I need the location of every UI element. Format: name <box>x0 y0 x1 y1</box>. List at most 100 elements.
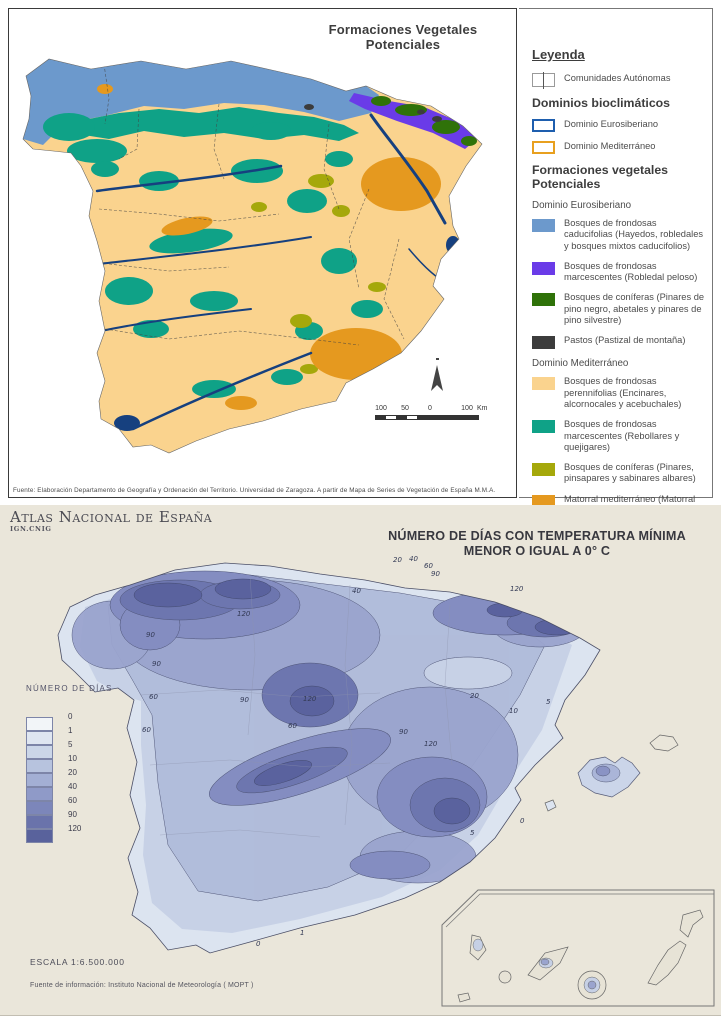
svg-text:0: 0 <box>428 405 432 412</box>
svg-text:120: 120 <box>303 695 317 703</box>
svg-text:90: 90 <box>399 728 408 736</box>
svg-text:Km: Km <box>477 405 488 412</box>
color-swatch <box>26 815 53 829</box>
svg-text:60: 60 <box>149 693 158 701</box>
svg-text:40: 40 <box>352 587 361 595</box>
ramp-step: 120 <box>26 824 113 843</box>
legend-subheading: Dominio Mediterráneo <box>532 358 629 370</box>
color-swatch <box>532 377 555 391</box>
svg-text:5: 5 <box>470 829 475 837</box>
frost-map-title: NÚMERO DE DÍAS CON TEMPERATURA MÍNIMA ME… <box>388 529 686 558</box>
admin-boundaries <box>98 63 405 346</box>
svg-text:90: 90 <box>146 631 155 639</box>
zone-marcescentes-euro <box>349 93 477 149</box>
legend-heading-formations: Formaciones vegetales Potenciales <box>532 163 669 191</box>
legend-title: NÚMERO DE DÍAS <box>26 684 113 693</box>
svg-text:0: 0 <box>256 940 261 948</box>
svg-text:0: 0 <box>520 817 525 825</box>
ramp-step: 0 <box>26 712 113 731</box>
spain-coastline <box>57 562 601 954</box>
legend-title: Leyenda <box>532 47 585 62</box>
legend-item-domain: Dominio Eurosiberiano <box>532 119 706 132</box>
scale-bar: 100 50 0 100 Km <box>375 405 488 420</box>
color-swatch <box>26 759 53 773</box>
color-swatch <box>532 463 555 477</box>
legend-item-admin: Comunidades Autónomas <box>532 72 706 89</box>
svg-text:90: 90 <box>431 570 440 578</box>
color-swatch <box>26 731 53 745</box>
legend-item-domain: Dominio Mediterráneo <box>532 141 706 154</box>
color-swatch <box>26 801 53 815</box>
admin-boundary-swatch <box>532 72 555 89</box>
legend-item: Pastos (Pastizal de montaña) <box>532 335 706 350</box>
domain-mediterraneo-swatch <box>532 141 555 154</box>
vegetation-map-frame: 100 50 0 100 Km Formaciones Vegetales Po… <box>8 8 517 498</box>
color-swatch <box>26 717 53 731</box>
color-swatch <box>26 745 53 759</box>
color-swatch <box>532 494 555 508</box>
vegetation-map: 100 50 0 100 Km <box>22 58 488 454</box>
svg-text:100: 100 <box>461 405 473 412</box>
svg-text:60: 60 <box>142 726 151 734</box>
rivers-layer <box>95 113 447 431</box>
vegetation-map-source: Fuente: Elaboración Departamento de Geog… <box>13 487 496 494</box>
color-swatch <box>26 787 53 801</box>
svg-text:120: 120 <box>510 585 524 593</box>
svg-text:10: 10 <box>509 707 518 715</box>
zone-pastos <box>304 104 442 122</box>
contour-labels: 20 40 60 90 120 40 90 90 60 60 120 90 12… <box>142 555 551 948</box>
zone-caducifolias <box>23 59 379 145</box>
color-swatch <box>26 829 53 843</box>
north-arrow-icon <box>431 358 443 391</box>
svg-text:100: 100 <box>375 405 387 412</box>
svg-text:40: 40 <box>409 555 418 563</box>
ramp-step: 40 <box>26 782 113 801</box>
legend-item: Bosques de frondosas caducifolias (Hayed… <box>532 218 706 252</box>
svg-text:5: 5 <box>546 698 551 706</box>
ramp-step: 1 <box>26 726 113 745</box>
ramp-step: 5 <box>26 740 113 759</box>
frost-map-source: Fuente de información: Instituto Naciona… <box>30 982 254 989</box>
legend-subheading: Dominio Eurosiberiano <box>532 200 632 211</box>
zone-matorral-med <box>97 84 441 410</box>
svg-text:60: 60 <box>424 562 433 570</box>
color-swatch <box>532 261 555 275</box>
vegetation-figure: 100 50 0 100 Km Formaciones Vegetales Po… <box>0 0 721 587</box>
ramp-step: 90 <box>26 810 113 829</box>
legend-item: Bosques de frondosas marcescentes (Roble… <box>532 261 706 284</box>
color-ramp: 0 1 5 10 20 40 60 90 120 <box>26 712 113 843</box>
atlas-subtitle: IGN.CNIG <box>10 525 52 533</box>
canary-inset <box>441 889 715 1007</box>
svg-text:120: 120 <box>424 740 438 748</box>
svg-text:120: 120 <box>237 610 251 618</box>
frost-days-map: 20 40 60 90 120 40 90 90 60 60 120 90 12… <box>57 555 715 1007</box>
svg-text:20: 20 <box>470 692 479 700</box>
legend-item: Bosques de frondosas marcescentes (Rebol… <box>532 419 706 453</box>
frost-days-legend: NÚMERO DE DÍAS 0 1 5 10 20 40 60 90 120 <box>26 684 113 843</box>
vegetation-map-title: Formaciones Vegetales Potenciales <box>328 22 478 52</box>
domain-eurosiberiano-swatch <box>532 119 555 132</box>
color-swatch <box>26 773 53 787</box>
scale-label: ESCALA 1:6.500.000 <box>30 957 125 967</box>
legend-item: Bosques de coníferas (Pinares, pinsapare… <box>532 462 706 485</box>
zone-marcescentes-med <box>43 107 383 398</box>
svg-text:50: 50 <box>401 405 409 412</box>
color-swatch <box>532 420 555 434</box>
vegetation-legend: Leyenda Comunidades Autónomas Dominios b… <box>519 8 713 587</box>
color-swatch <box>532 336 555 350</box>
ramp-step: 20 <box>26 768 113 787</box>
frost-days-figure: 20 40 60 90 120 40 90 90 60 60 120 90 12… <box>0 505 721 1016</box>
legend-heading-domains: Dominios bioclimáticos <box>532 96 671 110</box>
atlas-header: Atlas Nacional de España IGN.CNIG <box>10 508 212 533</box>
legend-item: Bosques de frondosas perennifolias (Enci… <box>532 376 706 410</box>
svg-text:90: 90 <box>152 660 161 668</box>
legend-item: Bosques de coníferas (Pinares de pino ne… <box>532 292 706 326</box>
svg-text:60: 60 <box>288 722 297 730</box>
province-boundaries <box>139 574 453 838</box>
ramp-step: 60 <box>26 796 113 815</box>
spain-coastline <box>22 58 483 454</box>
svg-text:90: 90 <box>240 696 249 704</box>
svg-text:1: 1 <box>300 929 304 937</box>
color-swatch <box>532 293 555 307</box>
color-swatch <box>532 219 555 232</box>
